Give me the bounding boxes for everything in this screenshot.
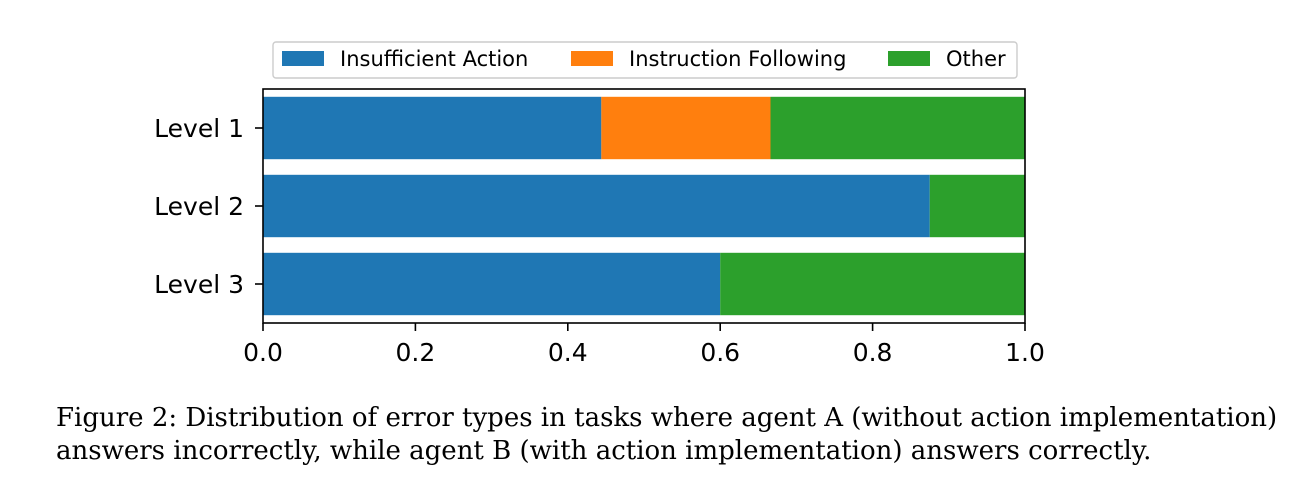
legend-label: Other (946, 47, 1006, 71)
x-axis: 0.0 0.2 0.4 0.6 0.8 1.0 (243, 323, 1045, 367)
y-tick-label: Level 2 (154, 192, 244, 221)
y-axis: Level 1 Level 2 Level 3 (154, 114, 263, 299)
bar-0-0 (263, 96, 602, 160)
x-tick-label: 0.4 (548, 338, 588, 367)
legend-label: Insufficient Action (340, 47, 528, 71)
bar-2-0 (770, 96, 1025, 160)
legend-swatch (888, 51, 930, 66)
x-tick-label: 0.2 (396, 338, 436, 367)
legend-label: Instruction Following (629, 47, 846, 71)
x-tick-label: 0.8 (853, 338, 893, 367)
bar-0-1 (263, 174, 930, 238)
chart-legend: Insufficient Action Instruction Following… (272, 41, 1018, 79)
bar-group (263, 96, 1025, 316)
y-tick-label: Level 3 (154, 270, 244, 299)
x-tick-label: 1.0 (1005, 338, 1045, 367)
legend-swatch (282, 51, 324, 66)
x-tick-label: 0.6 (700, 338, 740, 367)
figure-caption: Figure 2: Distribution of error types in… (56, 403, 1278, 466)
legend-swatch (571, 51, 613, 66)
y-tick-label: Level 1 (154, 114, 244, 143)
bar-2-1 (929, 174, 1025, 238)
error-type-bar-chart: Insufficient Action Instruction Following… (154, 41, 1045, 367)
legend-box (272, 41, 1018, 79)
x-tick-label: 0.0 (243, 338, 283, 367)
bar-2-2 (720, 252, 1025, 316)
bar-0-2 (263, 252, 721, 316)
bar-1-0 (601, 96, 771, 160)
